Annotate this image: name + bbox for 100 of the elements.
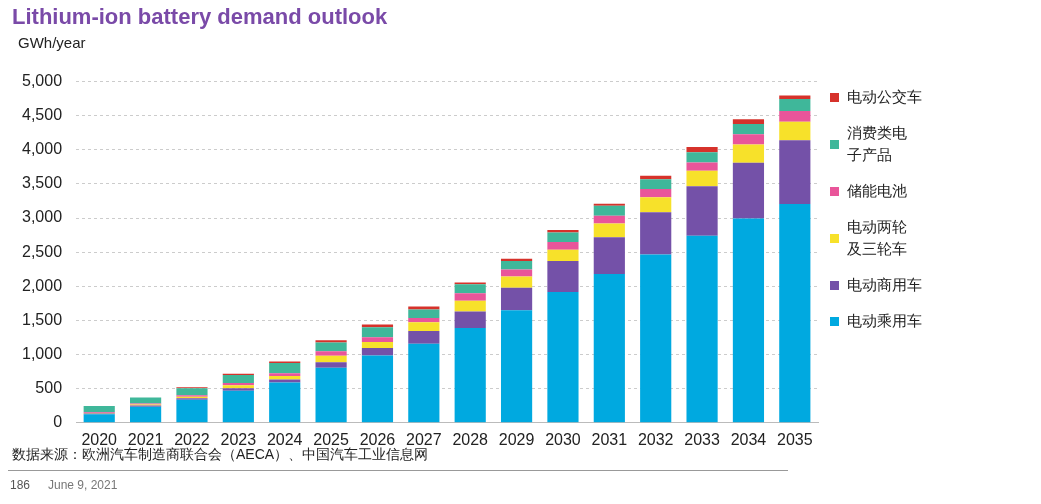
y-tick-label: 2,500	[21, 242, 63, 260]
bar	[361, 327, 394, 338]
bar	[640, 254, 672, 423]
x-tick-label: 2030	[545, 430, 581, 448]
bar	[130, 406, 162, 423]
bar	[640, 179, 672, 190]
bar	[732, 218, 765, 423]
text: 186	[10, 478, 31, 492]
bar	[593, 237, 625, 275]
bar	[686, 147, 718, 153]
bar	[315, 362, 347, 368]
legend-label: 电动两轮及三轮车	[847, 217, 908, 259]
legend-label: 消费类电子产品	[847, 123, 908, 165]
bar	[547, 232, 579, 242]
y-tick-label: 1,000	[21, 344, 63, 362]
bar	[732, 134, 765, 145]
source-note: 数据来源：欧洲汽车制造商联合会（AECA）、中国汽车工业信息网	[12, 446, 429, 464]
bar	[500, 276, 533, 288]
bar	[83, 406, 115, 413]
bar	[593, 205, 625, 216]
bar	[315, 342, 347, 352]
bar	[361, 337, 394, 342]
bar	[500, 310, 533, 423]
bar	[408, 343, 440, 423]
x-tick-label: 2027	[406, 430, 442, 448]
bar	[408, 306, 440, 310]
bar	[593, 274, 625, 423]
bar	[779, 140, 811, 205]
bar	[640, 189, 672, 198]
bar	[732, 162, 765, 219]
x-tick-label: 2020	[81, 430, 118, 448]
bar	[408, 309, 440, 319]
bar	[779, 99, 811, 111]
bar	[269, 363, 301, 374]
bar	[408, 318, 440, 323]
bar	[640, 197, 672, 213]
bar	[686, 162, 718, 171]
x-tick-label: 2023	[220, 430, 257, 448]
bar	[315, 355, 347, 363]
bar	[315, 340, 347, 343]
bar	[454, 300, 486, 312]
y-tick-label: 3,500	[21, 174, 63, 192]
bar	[640, 212, 672, 255]
bar	[547, 261, 579, 293]
bar	[732, 144, 765, 163]
bar	[779, 110, 811, 122]
bar	[269, 382, 301, 423]
bar	[130, 397, 162, 404]
x-tick-label: 2029	[498, 430, 535, 448]
bar	[408, 322, 440, 332]
chart-title: Lithium-ion battery demand outlook	[12, 4, 388, 30]
bar	[732, 123, 765, 135]
bar	[593, 223, 625, 238]
bar	[361, 355, 394, 423]
bar	[361, 341, 394, 349]
x-tick-label: 2021	[127, 430, 164, 448]
bar	[686, 186, 718, 236]
x-tick-label: 2026	[359, 430, 396, 448]
legend-label: 电动商用车	[847, 275, 922, 295]
bar	[779, 204, 811, 423]
bar	[176, 399, 208, 423]
bar	[593, 203, 625, 206]
legend-label: 电动乘用车	[847, 311, 922, 331]
y-tick-label: 3,000	[21, 208, 63, 226]
bar	[176, 388, 208, 396]
bar	[315, 367, 347, 423]
x-tick-label: 2033	[684, 430, 720, 448]
bar	[686, 235, 718, 423]
bar	[547, 249, 579, 262]
bar	[83, 414, 115, 423]
y-tick-label: 2,000	[21, 276, 63, 294]
bar	[454, 284, 486, 294]
x-tick-label: 2035	[777, 430, 813, 448]
bar	[686, 170, 718, 187]
bar	[779, 121, 811, 141]
bar	[732, 119, 765, 124]
bar	[593, 215, 625, 224]
bar	[454, 327, 486, 423]
bar	[361, 348, 394, 356]
x-tick-label: 2025	[313, 430, 349, 448]
x-tick-label: 2022	[174, 430, 210, 448]
x-tick-label: 2028	[452, 430, 489, 448]
bar	[500, 261, 533, 270]
y-tick-label: 4,500	[21, 106, 63, 124]
y-tick-label: 1,500	[21, 310, 63, 328]
legend-label: 电动公交车	[847, 87, 922, 107]
bar	[315, 351, 347, 356]
bar	[222, 390, 254, 423]
y-tick-label: 4,000	[21, 140, 63, 158]
bar	[454, 311, 486, 328]
bar	[454, 293, 486, 301]
x-tick-label: 2032	[637, 430, 674, 448]
legend-label: 储能电池	[847, 181, 907, 201]
y-tick-label: 5,000	[21, 72, 63, 90]
x-tick-label: 2031	[591, 430, 628, 448]
bar	[547, 292, 579, 423]
x-tick-label: 2024	[266, 430, 303, 448]
y-tick-label: 0	[53, 413, 63, 431]
bar	[408, 331, 440, 344]
bar	[500, 287, 533, 311]
